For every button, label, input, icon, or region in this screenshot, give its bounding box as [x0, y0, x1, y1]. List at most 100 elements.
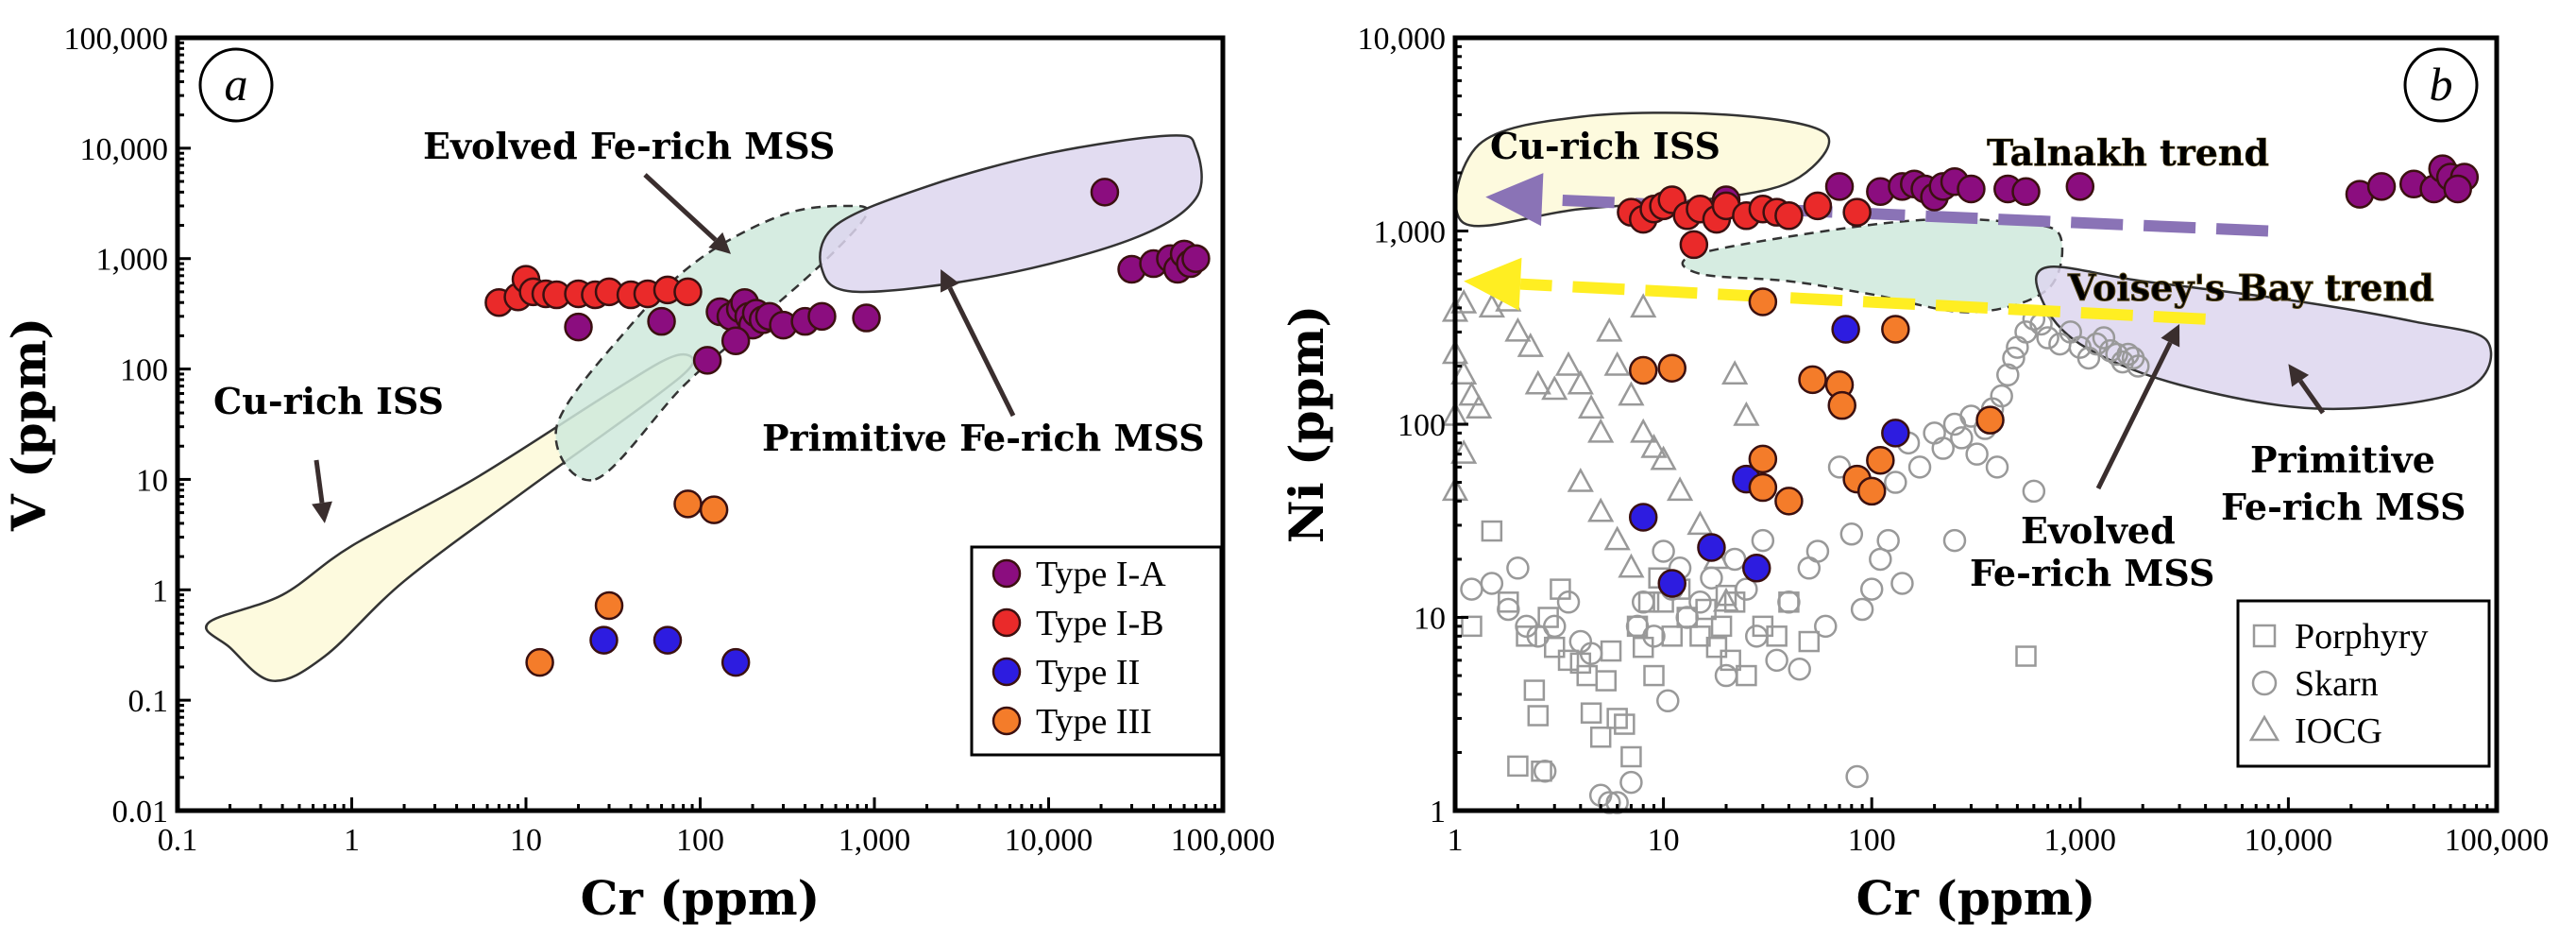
type-iii-point: [1827, 390, 1856, 420]
legend-label: Porphyry: [2295, 617, 2428, 657]
iocg-point: [1587, 497, 1615, 522]
skarn-point: [1850, 597, 1874, 622]
type-i-a-point: [852, 303, 881, 333]
annotation-label: Cu-rich ISS: [213, 380, 444, 422]
x-tick-label: 1: [1448, 823, 1464, 858]
annotation-label: Fe-rich MSS: [2221, 486, 2466, 528]
porphyry-point: [1710, 615, 1733, 638]
annotation-label: Voisey's Bay trend: [2067, 266, 2434, 309]
region-evolved-fe-rich-mss: [1681, 217, 2064, 314]
iocg-point: [1650, 445, 1677, 470]
legend-marker: [2252, 624, 2277, 648]
legend-label: Type I-B: [1036, 604, 1164, 643]
type-iii-point: [699, 495, 729, 524]
type-iii-point: [1748, 472, 1778, 503]
type-i-a-point: [564, 312, 593, 342]
iocg-point: [1466, 394, 1493, 419]
skarn-point: [1656, 689, 1680, 713]
skarn-point: [1923, 421, 1946, 445]
type-iii-point: [1748, 287, 1778, 317]
type-i-a-point: [720, 326, 751, 355]
skarn-point: [2022, 479, 2046, 504]
type-i-a-point: [1181, 244, 1211, 273]
porphyry-point: [1632, 636, 1654, 659]
x-tick-label: 10,000: [2245, 823, 2333, 858]
iocg-point: [1630, 418, 1657, 443]
type-ii-point: [1831, 315, 1860, 344]
skarn-point: [2127, 354, 2150, 378]
porphyry-point: [1661, 625, 1683, 647]
skarn-point: [1714, 663, 1738, 688]
skarn-point: [1642, 624, 1666, 648]
skarn-point: [1985, 455, 2009, 479]
iocg-point: [1733, 401, 1760, 426]
iocg-point: [1458, 381, 1485, 406]
region-primitive-fe-rich-mss: [2034, 265, 2493, 411]
skarn-point: [1839, 522, 1864, 546]
y-tick-label: 10: [1414, 602, 1446, 637]
skarn-point: [1619, 770, 1643, 795]
iocg-point: [1666, 476, 1694, 502]
skarn-point: [1543, 614, 1567, 639]
type-iii-point: [525, 647, 554, 677]
porphyry-point: [1589, 726, 1612, 748]
iocg-point: [1603, 351, 1631, 376]
y-tick-label: 10: [136, 463, 168, 498]
type-ii-point: [720, 647, 751, 677]
annotation-label: Fe-rich MSS: [1970, 552, 2214, 594]
skarn-point: [1526, 624, 1551, 648]
y-axis-title: V (ppm): [1, 317, 57, 532]
type-iii-point: [1628, 355, 1658, 385]
iocg-point: [1686, 510, 1714, 536]
type-iii-point: [1798, 365, 1827, 395]
skarn-point: [1788, 657, 1811, 681]
skarn-point: [1814, 614, 1838, 639]
x-tick-label: 10: [1648, 823, 1680, 858]
skarn-point: [1497, 597, 1520, 622]
iocg-point: [1541, 375, 1568, 401]
porphyry-point: [1600, 640, 1622, 662]
type-i-b-point: [1679, 230, 1709, 260]
skarn-point: [2048, 332, 2072, 356]
skarn-point: [1598, 791, 1621, 814]
porphyry-point: [1614, 713, 1635, 735]
region-primitive-fe-rich-mss: [819, 134, 1203, 294]
legend-label: Type I-A: [1036, 555, 1166, 594]
type-i-a-point: [2443, 174, 2472, 204]
porphyry-point: [1550, 578, 1571, 600]
annotation-label: Primitive Fe-rich MSS: [762, 417, 1205, 459]
x-tick-label: 1,000: [2044, 823, 2117, 858]
x-tick-label: 100,000: [2445, 823, 2550, 858]
x-tick-label: 1,000: [839, 823, 911, 858]
type-ii-point: [1881, 419, 1910, 448]
panel-letter-circle: [2403, 47, 2479, 123]
iocg-point: [1640, 433, 1668, 458]
x-tick-label: 0.1: [158, 823, 198, 858]
porphyry-point: [1720, 649, 1741, 672]
legend-marker: [2248, 714, 2280, 742]
type-i-a-point: [647, 306, 676, 336]
porphyry-point: [1461, 615, 1483, 638]
iocg-point: [1630, 293, 1657, 318]
porphyry-point: [1481, 520, 1503, 542]
skarn-point: [1460, 577, 1483, 601]
skarn-point: [2105, 342, 2128, 367]
porphyry-point: [1527, 705, 1550, 727]
skarn-point: [1765, 648, 1788, 673]
skarn-point: [1805, 539, 1830, 563]
legend-label: Type III: [1036, 702, 1152, 742]
iocg-point: [1618, 381, 1645, 406]
porphyry-point: [1620, 745, 1642, 768]
porphyry-point: [1705, 636, 1728, 659]
skarn-point: [1996, 363, 2020, 387]
annotation-label: Primitive: [2250, 438, 2435, 481]
annotation-arrow: [2298, 379, 2326, 415]
type-iii-point: [1975, 405, 2005, 435]
legend-marker: [991, 558, 1022, 589]
legend-marker: [2251, 670, 2278, 696]
skarn-point: [2085, 332, 2109, 356]
legend-marker: [991, 706, 1022, 736]
type-iii-point: [1866, 446, 1895, 475]
type-ii-point: [1697, 533, 1726, 562]
